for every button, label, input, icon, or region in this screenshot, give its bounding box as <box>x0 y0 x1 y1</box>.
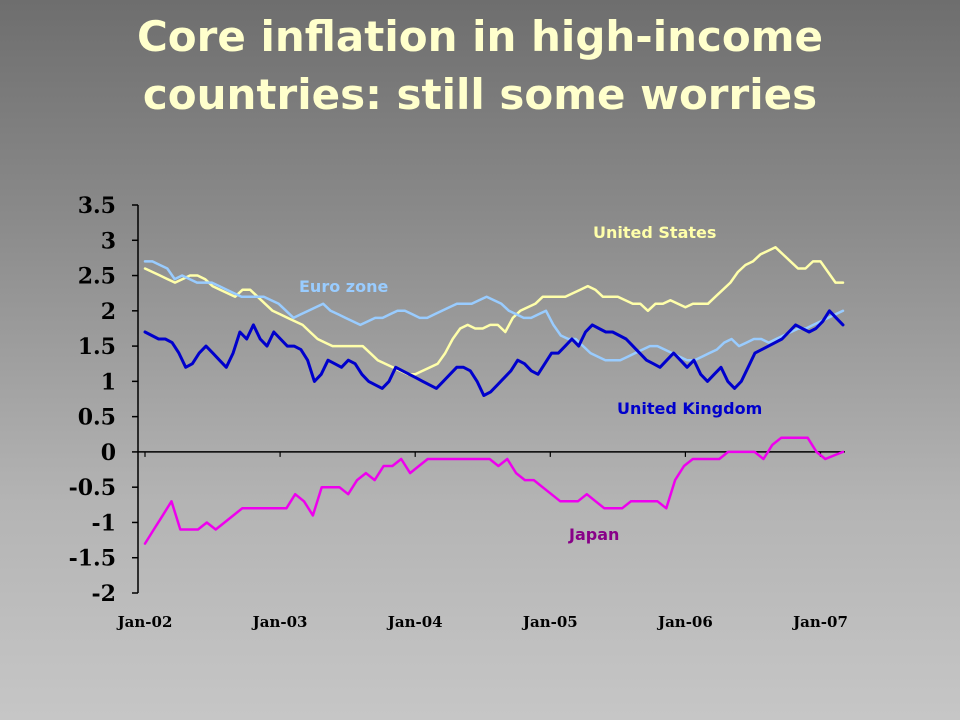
y-tick-label: 3 <box>101 228 116 254</box>
x-tick-label: Jan-02 <box>116 613 173 631</box>
series-line-euro-zone <box>145 261 843 360</box>
y-tick-label: 3.5 <box>78 193 116 219</box>
x-tick-label: Jan-04 <box>386 613 443 631</box>
y-tick-label: 1.5 <box>78 334 116 360</box>
series-label-japan: Japan <box>568 525 619 544</box>
inflation-line-chart: 3.5 3 2.5 2 1.5 1 0.5 0 -0.5 -1 -1.5 -2Jan-02 Jan-03… <box>0 0 960 720</box>
x-tick-label: Jan-06 <box>656 613 713 631</box>
series-line-japan <box>145 438 843 544</box>
series-label-united-states: United States <box>593 223 716 242</box>
y-tick-label: 2 <box>101 299 116 325</box>
y-tick-label: -0.5 <box>69 475 116 501</box>
series-label-united-kingdom: United Kingdom <box>617 399 762 418</box>
y-tick-label: -1 <box>92 510 116 536</box>
x-tick-label: Jan-07 <box>791 613 848 631</box>
y-tick-label: -1.5 <box>69 546 116 572</box>
series-line-united-kingdom <box>145 311 843 396</box>
x-tick-label: Jan-05 <box>521 613 578 631</box>
chart-series-lines <box>145 247 843 543</box>
series-line-united-states <box>145 247 843 374</box>
x-tick-label: Jan-03 <box>251 613 308 631</box>
y-tick-label: 1 <box>101 369 116 395</box>
series-label-euro-zone: Euro zone <box>299 277 388 296</box>
y-tick-label: 0 <box>101 440 116 466</box>
y-tick-label: 0.5 <box>78 405 116 431</box>
chart-series-labels: United States Euro zone United Kingdom Japa… <box>299 223 762 544</box>
y-tick-label: -2 <box>92 581 116 607</box>
y-tick-label: 2.5 <box>78 264 116 290</box>
